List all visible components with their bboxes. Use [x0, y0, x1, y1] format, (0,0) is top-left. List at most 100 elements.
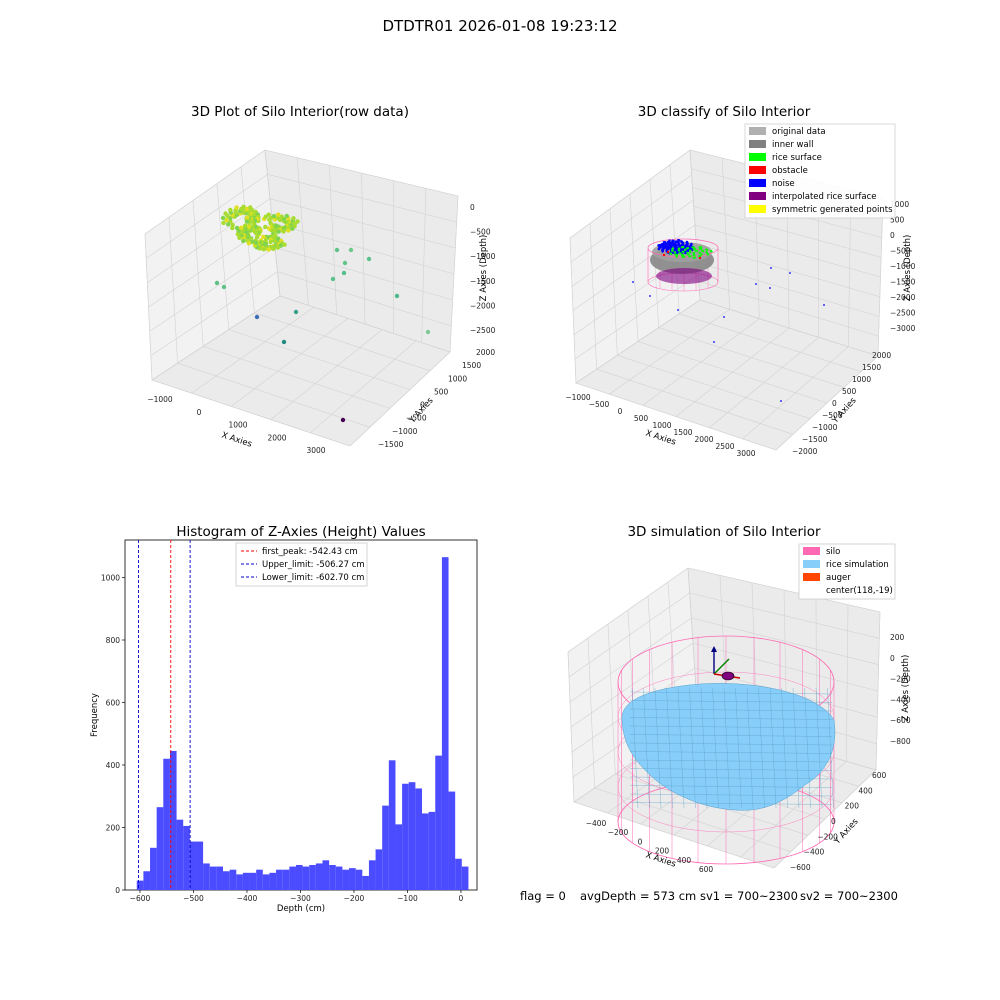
sim-z-tick-3: −400 [890, 695, 911, 704]
cls-point-162 [698, 251, 701, 254]
hist-x-tick-1: −500 [183, 894, 204, 903]
raw-point-8 [268, 220, 273, 226]
hist-bar-6 [176, 819, 184, 890]
hist-bar-21 [276, 869, 283, 890]
cls-legend-label-3: obstacle [772, 166, 808, 176]
raw-point-231 [276, 229, 281, 234]
cls-point-93 [661, 245, 665, 248]
hist-bar-39 [395, 824, 403, 891]
raw-grid-floor-a-5 [279, 295, 451, 353]
raw-x-tick-1: 0 [197, 408, 202, 417]
rice-mesh-v-13 [781, 687, 788, 809]
cls-point-196 [789, 272, 791, 274]
hist-bar-23 [289, 866, 296, 890]
cls-point-186 [694, 256, 697, 259]
cls-point-157 [692, 252, 695, 255]
cls-point-189 [675, 255, 678, 258]
rice-mesh-h-9 [629, 768, 833, 771]
rice-mesh-v-9 [735, 687, 742, 809]
raw-point-159 [271, 213, 277, 219]
hist-bar-48 [455, 858, 462, 890]
raw-grid-left-h-1 [145, 174, 268, 259]
raw-z-tick-1: −500 [470, 228, 491, 237]
raw-grid-floor-a-0 [151, 379, 351, 447]
raw-point-254 [282, 242, 287, 247]
hist-bar-16 [242, 872, 250, 890]
rice-mesh-h-6 [629, 742, 833, 746]
sim-x-tick-0: −400 [586, 819, 607, 828]
cls-point-151 [700, 246, 703, 249]
raw-z-tick-3: −1500 [470, 277, 496, 286]
histogram-plot: Histogram of Z-Axies (Height) Values −60… [90, 524, 478, 914]
raw-point-185 [247, 224, 252, 229]
cls-grid-floor-b-1 [609, 309, 730, 395]
raw-grid-floor-b-0 [151, 295, 281, 381]
raw-point-248 [241, 204, 246, 209]
raw-point-108 [244, 230, 250, 235]
hist-x-tick-3: −300 [290, 894, 311, 903]
cls-legend-label-2: rice surface [772, 153, 822, 163]
cls-point-181 [683, 255, 686, 258]
raw-point-246 [263, 241, 268, 247]
cls-point-193 [770, 267, 772, 269]
rice-mesh-v-5 [689, 687, 696, 809]
raw-y-tick-2: −500 [406, 414, 427, 423]
sim-y-tick-1: −400 [804, 848, 825, 857]
sim-y-tick-6: 600 [872, 771, 887, 780]
raw-point-243 [284, 213, 289, 219]
cls-y-tick-4: 0 [832, 399, 837, 408]
cls-x-tick-3: 500 [634, 414, 649, 423]
raw-z-tick-5: −2500 [470, 326, 496, 335]
cls-point-147 [681, 255, 684, 258]
rice-mesh-h-8 [629, 759, 833, 763]
footer-sv1: sv1 = 700~2300 [700, 889, 798, 903]
cls-point-152 [692, 256, 695, 259]
cls-point-156 [688, 249, 692, 253]
sim-z-tick-2: −200 [890, 675, 911, 684]
hist-bar-30 [335, 866, 343, 890]
cls-point-171 [674, 251, 677, 254]
hist-bar-26 [309, 865, 316, 890]
sim-y-tick-5: 400 [858, 786, 873, 795]
cls-point-200 [823, 304, 825, 306]
rice-mesh-v-0 [631, 687, 639, 809]
raw-point-70 [261, 234, 266, 239]
hist-bar-7 [183, 825, 190, 890]
rice-mesh-v-8 [723, 687, 731, 809]
raw-point-221 [237, 235, 242, 240]
cls-y-tick-0: −2000 [792, 447, 818, 456]
hist-bar-49 [461, 866, 469, 890]
cls-grid-left-v-0 [569, 237, 577, 384]
raw-point-180 [244, 206, 250, 212]
cls-point-117 [668, 239, 671, 242]
cls-point-159 [694, 249, 698, 252]
cls-legend-label-4: noise [772, 179, 795, 189]
hist-legend-label-1: Upper_limit: -506.27 cm [262, 560, 365, 570]
cls-grid-floor-b-4 [709, 337, 819, 428]
cls-point-107 [685, 241, 689, 244]
raw-grid [144, 149, 459, 447]
cls-point-78 [677, 242, 680, 245]
hist-bar-33 [355, 869, 363, 890]
rice-mesh-v-6 [700, 687, 708, 809]
cls-point-165 [693, 253, 696, 257]
hist-bar-29 [329, 865, 336, 890]
hist-bar-20 [269, 872, 277, 890]
hist-y-tick-3: 600 [106, 699, 121, 708]
hist-bar-8 [189, 841, 197, 890]
hist-x-tick-5: −100 [397, 894, 418, 903]
hist-x-tick-2: −400 [237, 894, 258, 903]
raw-y-tick-5: 1000 [448, 374, 467, 383]
cls-y-tick-5: 500 [842, 387, 857, 396]
hist-y-tick-1: 200 [106, 824, 121, 833]
hist-bar-24 [295, 865, 303, 890]
raw-z-tick-0: 0 [470, 203, 475, 212]
raw-point-261 [348, 247, 354, 253]
sim-x-tick-1: −200 [608, 828, 629, 837]
rice-simulation-surface [621, 683, 836, 811]
cls-point-191 [666, 250, 670, 254]
raw-point-256 [248, 205, 253, 210]
rice-mesh-v-17 [827, 687, 834, 809]
cls-x-tick-0: −1000 [565, 393, 591, 402]
